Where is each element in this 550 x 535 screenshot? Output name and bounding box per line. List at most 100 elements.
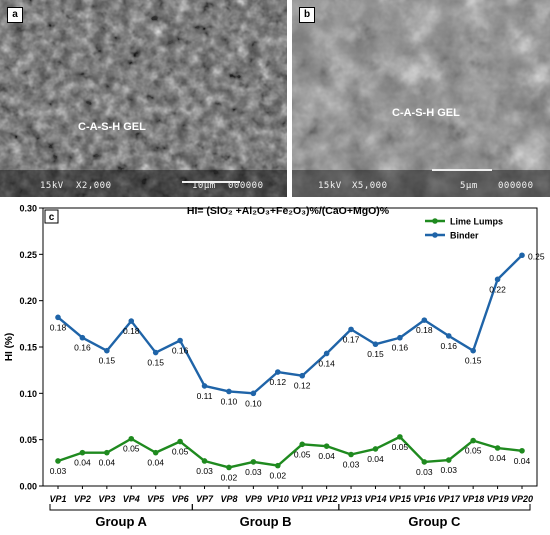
- data-point: [104, 449, 110, 456]
- data-point: [348, 326, 354, 333]
- data-label: 0.16: [440, 341, 457, 351]
- y-tick-label: 0.10: [19, 389, 37, 399]
- x-tick-label: VP11: [292, 494, 313, 504]
- x-tick-label: VP5: [147, 494, 165, 504]
- x-tick-label: VP12: [316, 494, 338, 504]
- scale-bar-b: [432, 169, 492, 171]
- data-label: 0.03: [440, 465, 457, 475]
- sem-info-mag-a: X2,000: [76, 181, 112, 191]
- data-label: 0.03: [343, 459, 360, 469]
- group-bracket: [191, 504, 340, 511]
- x-axis-ticks: VP1 VP2 VP3 VP4 VP5 VP6 VP7 VP8 VP9 VP10 VP11 VP12 V…: [49, 486, 533, 504]
- data-label: 0.03: [196, 466, 213, 476]
- data-point: [372, 446, 379, 452]
- y-axis-label: HI (%): [4, 333, 15, 361]
- sem-info-mag-b: X5,000: [352, 181, 388, 191]
- data-label: 0.15: [99, 356, 116, 366]
- data-label: 0.18: [50, 322, 67, 332]
- data-label: 0.04: [318, 451, 335, 461]
- data-label: 0.05: [172, 447, 189, 457]
- legend: Lime Lumps Binder: [425, 217, 503, 241]
- panel-label-c: c: [49, 212, 55, 223]
- data-point: [226, 464, 232, 471]
- data-label: 0.16: [392, 343, 409, 353]
- data-label: 0.18: [123, 326, 140, 336]
- scale-bar-a: [182, 181, 240, 183]
- x-tick-label: VP7: [196, 494, 214, 504]
- sem-info-scale-b: 5µm: [460, 181, 478, 191]
- data-point: [519, 447, 525, 454]
- y-tick-label: 0.15: [19, 343, 37, 353]
- sem-image-a: a C-A-S-H GEL 15kV X2,000 10µm 000000: [0, 0, 287, 197]
- data-point: [79, 449, 86, 456]
- data-point: [104, 347, 110, 354]
- data-point: [348, 451, 354, 458]
- group-label: Group A: [95, 514, 147, 529]
- data-label: 0.05: [123, 444, 140, 454]
- phase-label-b: C-A-S-H GEL: [392, 107, 460, 119]
- data-point: [421, 459, 428, 465]
- data-point: [372, 341, 379, 348]
- x-tick-label: VP3: [98, 494, 115, 504]
- data-point: [201, 383, 208, 389]
- x-tick-label: VP20: [511, 494, 533, 504]
- data-point: [494, 276, 501, 283]
- data-label: 0.18: [416, 325, 433, 335]
- group-bracket: [338, 504, 531, 511]
- x-tick-label: VP8: [220, 494, 237, 504]
- sem-micrograph-b: [292, 0, 550, 197]
- data-point: [519, 252, 525, 259]
- plot-frame: [42, 207, 538, 487]
- phase-label-a: C-A-S-H GEL: [78, 121, 146, 133]
- data-label: 0.04: [514, 456, 531, 466]
- data-label: 0.17: [343, 334, 360, 344]
- data-point: [397, 434, 403, 440]
- data-label: 0.15: [465, 356, 482, 366]
- x-tick-label: VP10: [267, 494, 289, 504]
- x-tick-label: VP17: [438, 494, 461, 504]
- data-label: 0.02: [270, 471, 287, 481]
- sem-micrograph-a: [0, 0, 287, 197]
- data-point: [421, 317, 428, 323]
- panel-label-c-box: [44, 209, 59, 224]
- data-label: 0.04: [147, 458, 164, 468]
- y-tick-label: 0.00: [19, 482, 37, 492]
- data-point: [152, 449, 159, 456]
- data-label: 0.15: [147, 358, 164, 368]
- x-tick-label: VP13: [340, 494, 362, 504]
- data-point: [152, 349, 159, 356]
- data-point: [250, 390, 257, 397]
- group-label: Group C: [408, 514, 461, 529]
- group-label: Group B: [240, 514, 292, 529]
- data-point: [55, 458, 61, 464]
- data-point: [470, 347, 476, 354]
- data-label: 0.11: [197, 391, 213, 401]
- data-point: [445, 457, 452, 463]
- group-brackets: Group A Group B Group C: [49, 504, 531, 529]
- sem-info-kv-b: 15kV: [318, 181, 342, 191]
- data-label: 0.04: [74, 458, 91, 468]
- legend-label: Lime Lumps: [450, 217, 503, 227]
- hi-line-chart: c HI= (SiO₂ +Al₂O₃+Fe₂O₃)%/(CaO+MgO)% HI…: [4, 204, 545, 530]
- data-point: [128, 435, 135, 442]
- x-tick-label: VP15: [389, 494, 412, 504]
- data-label: 0.16: [172, 346, 189, 356]
- sem-info-kv-a: 15kV: [40, 181, 64, 191]
- data-label: 0.04: [99, 458, 116, 468]
- data-point: [274, 462, 281, 469]
- data-point: [128, 318, 135, 324]
- data-point: [55, 314, 61, 321]
- data-label: 0.12: [270, 377, 287, 387]
- data-label: 0.02: [221, 472, 238, 482]
- data-point: [323, 350, 330, 357]
- data-label: 0.05: [392, 442, 409, 452]
- data-point: [299, 441, 306, 448]
- data-label: 0.14: [318, 358, 335, 368]
- data-label: 0.03: [50, 466, 67, 476]
- data-point: [274, 369, 281, 375]
- legend-marker: [432, 232, 438, 238]
- data-point: [445, 333, 452, 339]
- sem-info-num-a: 000000: [228, 181, 264, 191]
- data-label: 0.05: [294, 449, 311, 459]
- data-label: 0.05: [465, 446, 482, 456]
